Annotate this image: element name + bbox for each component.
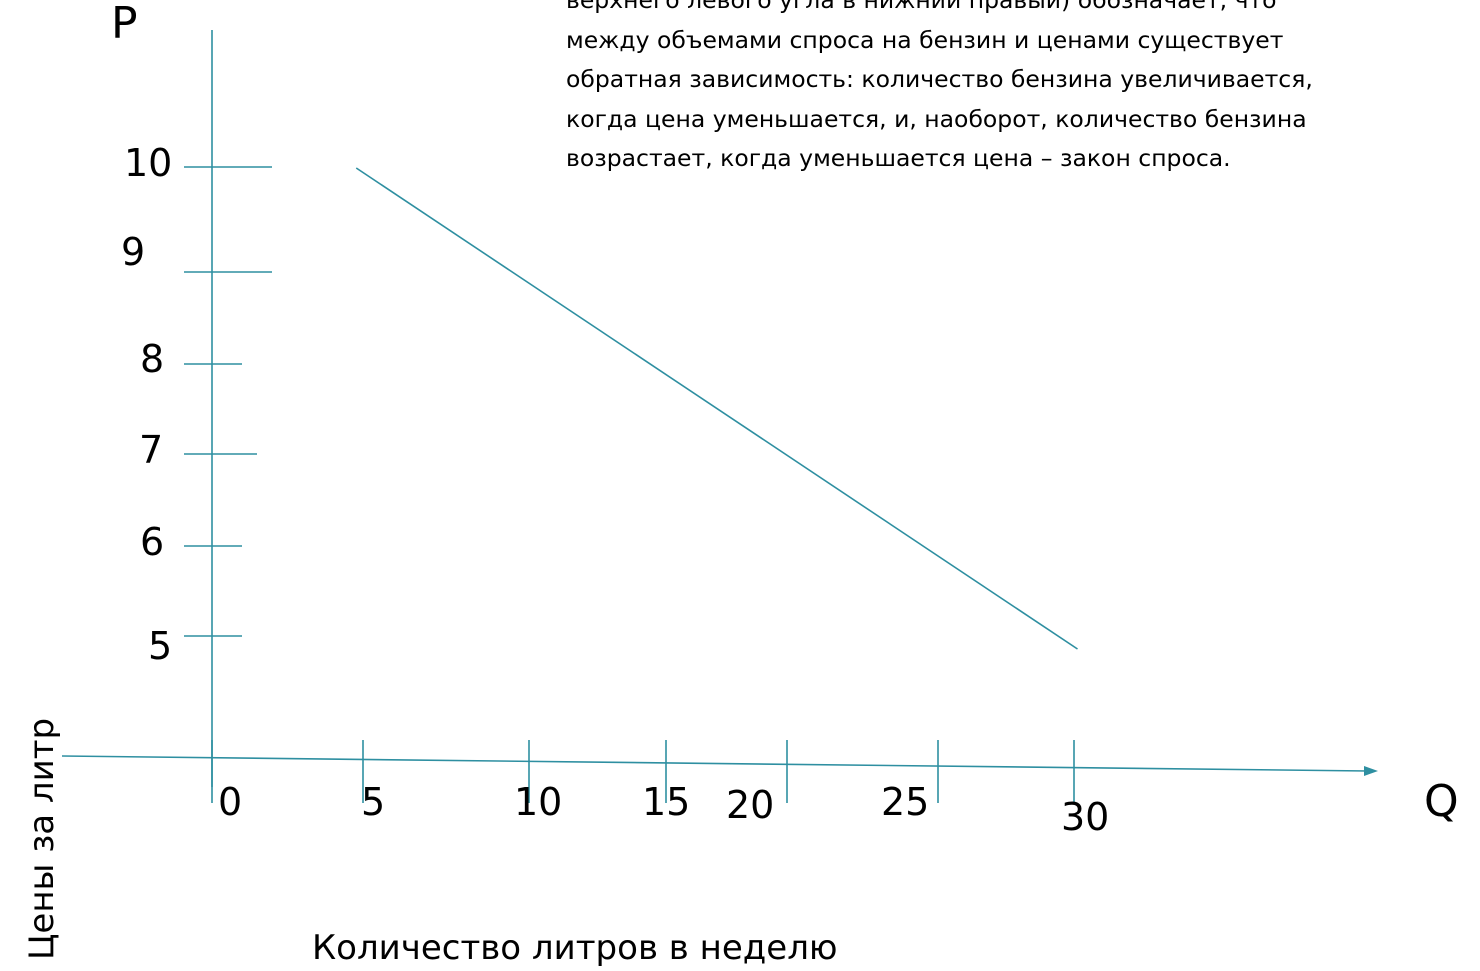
- annotation-line: между объемами спроса на бензин и ценами…: [566, 25, 1284, 54]
- y-axis-letter: P: [111, 0, 138, 49]
- annotation-line: возрастает, когда уменьшается цена – зак…: [566, 144, 1231, 173]
- x-tick-label: 15: [642, 780, 690, 824]
- x-tick-label: 25: [881, 780, 929, 824]
- y-tick-label: 10: [124, 141, 172, 185]
- annotation-line: верхнего левого угла в нижний правый) об…: [566, 0, 1277, 14]
- y-axis-title: Цены за литр: [22, 718, 62, 960]
- x-tick-label: 5: [361, 780, 385, 824]
- x-axis-letter: Q: [1424, 776, 1459, 827]
- y-tick-label: 7: [139, 428, 163, 472]
- y-tick-label: 8: [140, 337, 164, 381]
- x-tick-labels: 0 5 10 15 20 25 30: [218, 780, 1109, 839]
- y-tick-label: 9: [121, 230, 145, 274]
- x-tick-label: 30: [1061, 795, 1109, 839]
- x-axis: [61, 755, 1369, 772]
- series-group: [355, 167, 1078, 650]
- demand-line: [355, 167, 1078, 650]
- annotation-line: обратная зависимость: количество бензина…: [566, 65, 1313, 94]
- y-ticks: [184, 166, 272, 637]
- x-tick-label: 10: [514, 780, 562, 824]
- x-tick-label: 20: [726, 783, 774, 827]
- annotation-text: верхнего левого угла в нижний правый) об…: [566, 0, 1480, 280]
- annotation-line: когда цена уменьшается, и, наоборот, кол…: [566, 104, 1307, 133]
- x-tick-label: 0: [218, 780, 242, 824]
- y-tick-label: 5: [148, 624, 172, 668]
- y-tick-label: 6: [140, 520, 164, 564]
- x-axis-title: Количество литров в неделю: [312, 928, 838, 968]
- x-axis-arrow: [1364, 766, 1378, 776]
- x-ticks: [211, 740, 1075, 803]
- y-tick-labels: 10 9 8 7 6 5: [121, 141, 172, 668]
